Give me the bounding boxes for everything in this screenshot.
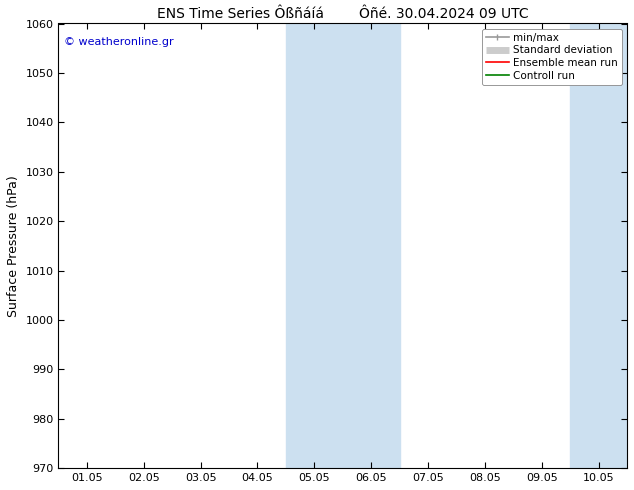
Legend: min/max, Standard deviation, Ensemble mean run, Controll run: min/max, Standard deviation, Ensemble me… xyxy=(482,29,622,85)
Bar xyxy=(286,24,399,468)
Y-axis label: Surface Pressure (hPa): Surface Pressure (hPa) xyxy=(7,175,20,317)
Title: ENS Time Series Ôßñáíá        Ôñé. 30.04.2024 09 UTC: ENS Time Series Ôßñáíá Ôñé. 30.04.2024 0… xyxy=(157,7,529,21)
Bar xyxy=(570,24,627,468)
Text: © weatheronline.gr: © weatheronline.gr xyxy=(64,37,174,47)
